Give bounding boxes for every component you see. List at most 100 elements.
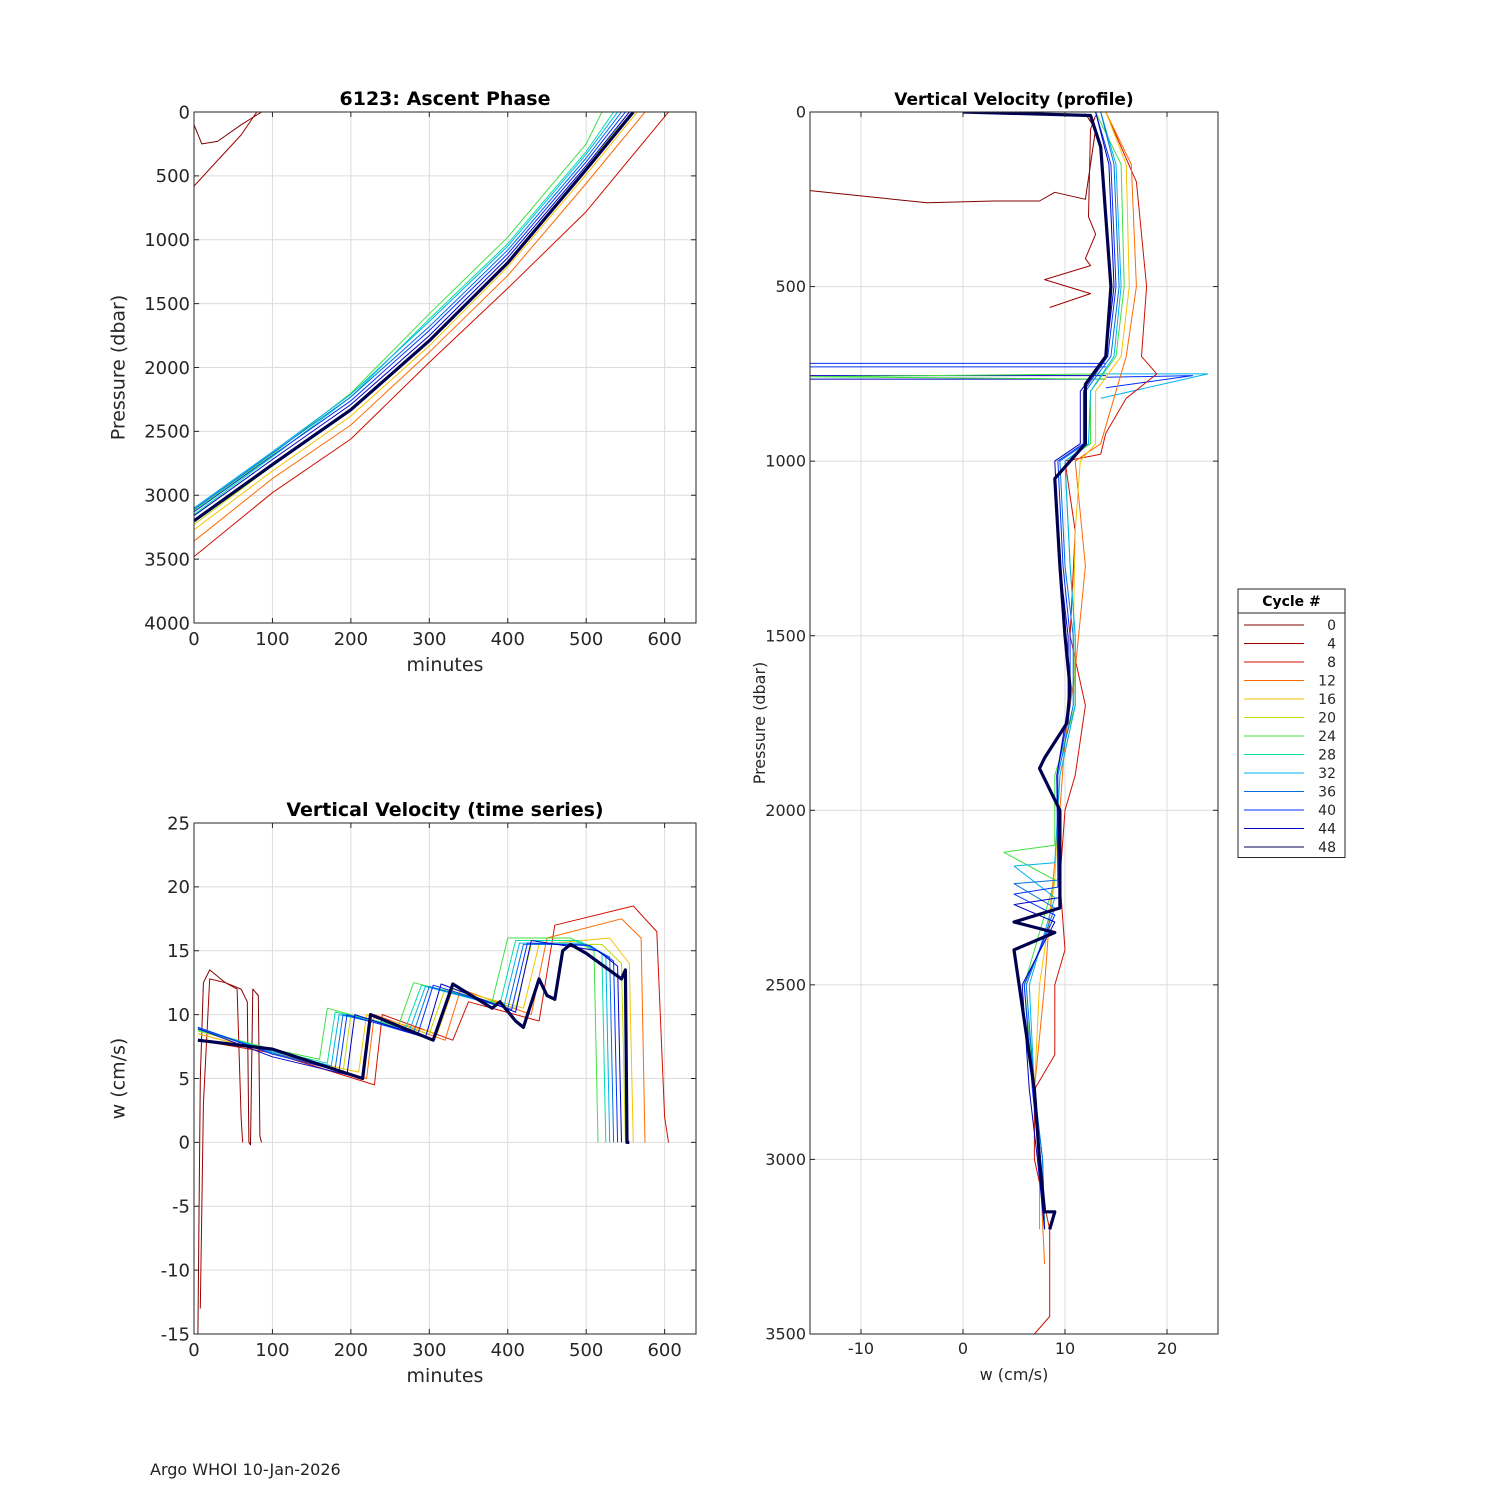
y-tick-label: -10 xyxy=(161,1260,190,1281)
legend-label-48: 48 xyxy=(1318,840,1336,856)
y-axis-label: w (cm/s) xyxy=(108,1038,130,1120)
series-line-cycle-44 xyxy=(197,940,622,1143)
y-tick-label: 3000 xyxy=(765,1150,806,1169)
legend-label-0: 0 xyxy=(1327,618,1336,634)
series-line-cycle-12 xyxy=(1033,112,1137,1265)
chart-panel-1: 0 100 200 300 400 500 600 0 500 1000 1500 2000 2500 3… xyxy=(108,88,697,676)
y-tick-label: 1000 xyxy=(765,452,806,471)
series-line-cycle-48 xyxy=(962,112,1113,1230)
legend-box xyxy=(1237,588,1346,858)
series-line-cycle-8 xyxy=(197,905,669,1143)
chart-panel-3: -10 0 10 20 0 500 1000 1500 2000 2500 3000 3500 Vert… xyxy=(750,90,1219,1384)
x-tick-label: -10 xyxy=(848,1339,874,1358)
series-line-cycle-12 xyxy=(194,112,646,542)
legend-label-28: 28 xyxy=(1318,748,1336,764)
y-tick-label: 5 xyxy=(179,1069,190,1090)
series-line-cycle-0 xyxy=(197,969,262,1334)
chart-title: 6123: Ascent Phase xyxy=(340,88,551,110)
series-line-cycle-24 xyxy=(194,112,603,512)
y-tick-label: 0 xyxy=(179,1133,190,1154)
y-tick-label: -15 xyxy=(161,1324,190,1345)
series-group xyxy=(194,112,669,557)
y-tick-label: 10 xyxy=(167,1005,190,1026)
series-line-cycle-4 xyxy=(194,112,258,187)
legend-label-12: 12 xyxy=(1318,674,1336,690)
series-line-cycle-24 xyxy=(197,937,599,1143)
y-axis-label: Pressure (dbar) xyxy=(108,295,130,441)
x-tick-label: 500 xyxy=(569,1340,603,1361)
series-line-cycle-28 xyxy=(194,112,615,515)
y-tick-label: 500 xyxy=(775,277,806,296)
y-tick-label: -5 xyxy=(172,1197,190,1218)
x-tick-label: 300 xyxy=(412,629,446,650)
series-line-cycle-4 xyxy=(199,978,244,1309)
series-line-cycle-36 xyxy=(1013,112,1120,1230)
x-tick-label: 0 xyxy=(958,1339,968,1358)
y-tick-label: 15 xyxy=(167,941,190,962)
legend-label-36: 36 xyxy=(1318,785,1336,801)
series-line-cycle-40 xyxy=(1013,112,1117,1230)
x-tick-label: 0 xyxy=(188,1340,199,1361)
chart-title: Vertical Velocity (time series) xyxy=(286,799,603,821)
y-tick-label: 1000 xyxy=(144,230,190,251)
x-tick-label: 200 xyxy=(334,1340,368,1361)
footer-credit: Argo WHOI 10-Jan-2026 xyxy=(150,1460,341,1479)
series-line-cycle-32 xyxy=(1013,112,1122,1230)
x-tick-label: 300 xyxy=(412,1340,446,1361)
series-line-cycle-4 xyxy=(1044,115,1097,308)
x-tick-label: 200 xyxy=(334,629,368,650)
series-line-cycle-0 xyxy=(810,113,1097,204)
x-tick-label: 10 xyxy=(1055,1339,1075,1358)
legend-label-44: 44 xyxy=(1318,822,1336,838)
legend-label-16: 16 xyxy=(1318,692,1336,708)
series-line-cycle-24 xyxy=(810,373,1106,380)
series-line-cycle-48 xyxy=(194,112,635,523)
y-tick-label: 1500 xyxy=(765,626,806,645)
x-tick-label: 400 xyxy=(491,629,525,650)
x-tick-label: 600 xyxy=(647,1340,681,1361)
y-tick-label: 20 xyxy=(167,877,190,898)
x-axis-label: minutes xyxy=(407,654,484,676)
chart-panel-2: 0 100 200 300 400 500 600 -15 -10 -5 0 5 10 15 20 25 Ver… xyxy=(108,799,697,1387)
series-line-cycle-0 xyxy=(194,112,262,145)
y-tick-label: 1500 xyxy=(144,294,190,315)
x-tick-label: 20 xyxy=(1157,1339,1177,1358)
y-tick-label: 2000 xyxy=(144,358,190,379)
legend-label-8: 8 xyxy=(1327,655,1336,671)
series-line-cycle-40 xyxy=(194,112,626,513)
series-line-cycle-44 xyxy=(194,112,630,517)
y-tick-label: 4000 xyxy=(144,613,190,634)
series-line-cycle-36 xyxy=(194,112,622,510)
series-line-cycle-16 xyxy=(194,112,638,531)
series-line-cycle-8 xyxy=(194,112,669,557)
series-line-cycle-48 xyxy=(197,942,630,1145)
y-tick-label: 3500 xyxy=(765,1325,806,1344)
series-line-cycle-16 xyxy=(1033,112,1130,1230)
x-tick-label: 600 xyxy=(647,629,681,650)
legend-title: Cycle # xyxy=(1262,594,1321,610)
x-axis-label: minutes xyxy=(407,1365,484,1387)
x-tick-label: 100 xyxy=(255,1340,289,1361)
x-tick-label: 400 xyxy=(491,1340,525,1361)
series-group xyxy=(810,112,1209,1334)
legend-label-4: 4 xyxy=(1327,637,1336,653)
legend-label-32: 32 xyxy=(1318,766,1336,782)
y-tick-label: 3500 xyxy=(144,549,190,570)
y-axis-label: Pressure (dbar) xyxy=(750,662,769,785)
y-tick-label: 0 xyxy=(179,102,190,123)
legend-label-40: 40 xyxy=(1318,803,1336,819)
series-line-cycle-32 xyxy=(194,112,619,509)
y-tick-label: 2500 xyxy=(144,422,190,443)
series-line-cycle-40 xyxy=(810,362,1106,368)
x-tick-label: 100 xyxy=(255,629,289,650)
chart-title: Vertical Velocity (profile) xyxy=(894,90,1133,110)
x-tick-label: 500 xyxy=(569,629,603,650)
y-tick-label: 2500 xyxy=(765,975,806,994)
axes-box xyxy=(809,111,1219,1335)
y-tick-label: 2000 xyxy=(765,801,806,820)
y-tick-label: 3000 xyxy=(144,486,190,507)
y-tick-label: 0 xyxy=(796,103,806,122)
